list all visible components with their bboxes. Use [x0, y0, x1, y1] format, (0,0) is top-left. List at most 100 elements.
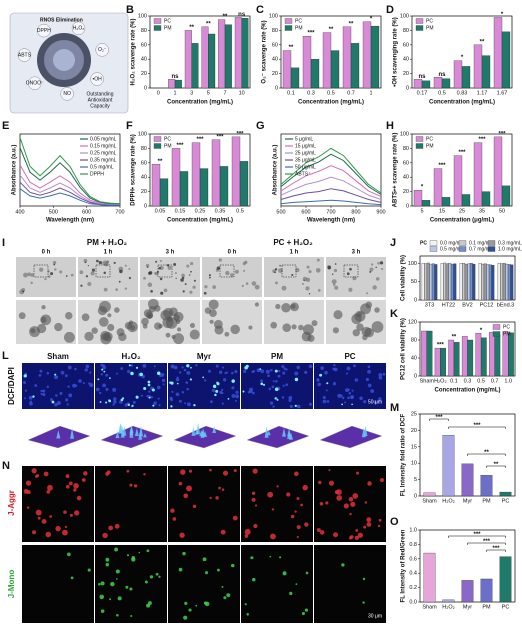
nucleus	[320, 366, 325, 370]
aggregate-signal	[26, 490, 31, 495]
aggregate-signal	[37, 516, 41, 520]
cell-debris	[193, 279, 196, 282]
nucleus	[175, 377, 180, 382]
nucleus	[326, 400, 330, 403]
aggregate-signal	[328, 480, 335, 486]
cell-debris	[148, 271, 153, 275]
y-tick-label: 100	[400, 131, 409, 137]
bar	[434, 347, 441, 377]
cell-debris	[166, 264, 170, 267]
monomer-signal	[147, 601, 152, 606]
x-tick-label: 0.7	[491, 378, 499, 384]
aggregate-signal	[270, 533, 276, 540]
dcf-signal	[148, 396, 151, 399]
cell-debris	[119, 269, 123, 274]
dcf-signal	[202, 376, 205, 379]
y-tick-label: 5	[414, 477, 417, 483]
dcf-signal	[326, 382, 329, 385]
scale-bar-label: 50 μm	[368, 399, 382, 405]
x-tick-label: 0.3	[307, 90, 315, 96]
bar	[467, 339, 474, 377]
monomer-signal	[295, 583, 298, 586]
x-tick-label: 1.67	[497, 90, 508, 96]
time-label: 3 h	[166, 250, 175, 256]
y-tick-label: 0.8	[409, 542, 417, 548]
aggregate-signal	[126, 469, 130, 473]
x-tick-label: 500	[276, 209, 285, 215]
cell-debris	[208, 274, 211, 277]
nucleus	[267, 374, 270, 378]
cell-debris	[334, 263, 337, 265]
cell	[306, 265, 310, 269]
line-series	[19, 188, 120, 206]
nucleus	[382, 372, 386, 376]
bar	[442, 435, 455, 497]
x-axis-label: Concentration (mg/mL)	[167, 100, 233, 106]
bracket	[486, 549, 506, 552]
panel-label: B	[126, 4, 134, 16]
nucleus	[100, 373, 103, 376]
nucleus	[55, 394, 58, 397]
cell	[107, 323, 115, 332]
surface-plot	[246, 425, 310, 449]
y-tick-label: 40	[411, 355, 417, 361]
bar	[450, 263, 454, 301]
nucleus	[156, 385, 161, 390]
line-series	[280, 153, 382, 195]
legend-label: PM	[295, 25, 303, 31]
nucleus	[184, 402, 187, 405]
cell	[361, 326, 372, 337]
x-tick-label: 0.5	[327, 90, 335, 96]
bar	[481, 191, 491, 207]
aggregate-signal	[276, 485, 279, 488]
x-tick-label: 7	[223, 90, 226, 96]
nucleus	[102, 383, 107, 388]
legend-label: PC	[295, 18, 302, 24]
species-label: ABTS	[18, 52, 32, 58]
cell	[245, 282, 249, 285]
surface-peak	[138, 425, 143, 437]
surface-peak	[287, 428, 292, 437]
monomer-signal	[269, 555, 272, 558]
nucleus	[105, 387, 109, 391]
nucleus	[296, 365, 300, 370]
nucleus	[116, 372, 119, 375]
significance: *	[421, 185, 424, 191]
y-tick-label: 80	[411, 337, 417, 343]
y-tick-label: 20	[141, 71, 147, 77]
x-tick-label: 0.1	[450, 378, 458, 384]
aggregate-signal	[215, 496, 219, 500]
y-tick-label: 80	[272, 28, 278, 34]
nucleus	[178, 399, 182, 403]
bar	[241, 18, 249, 89]
nucleus	[296, 404, 301, 409]
bar	[493, 136, 503, 207]
significance: ***	[483, 539, 491, 545]
nucleus	[98, 391, 102, 395]
time-label: 0 h	[42, 250, 51, 256]
nucleus	[124, 403, 128, 407]
nucleus	[322, 399, 327, 404]
cell	[124, 321, 132, 330]
cell-debris	[118, 280, 121, 283]
bar	[486, 264, 490, 301]
nucleus	[316, 378, 320, 382]
aggregate-signal	[63, 510, 67, 514]
nucleus	[324, 370, 328, 375]
bar	[481, 263, 485, 301]
cell	[173, 333, 185, 345]
aggregate-signal	[349, 535, 354, 539]
y-axis-label: PC12 cell viability (%)	[401, 318, 407, 380]
bracket	[486, 465, 506, 468]
legend-label: PM	[164, 143, 172, 149]
nucleus	[333, 363, 336, 367]
monomer-signal	[70, 576, 74, 580]
monomer-signal	[98, 583, 101, 586]
fluorescence-image	[95, 363, 167, 409]
x-tick-label: 3T3	[425, 302, 434, 308]
monomer-signal	[126, 554, 130, 557]
x-tick-label: 1	[173, 90, 176, 96]
nucleus	[281, 396, 285, 399]
panel-label: M	[390, 402, 399, 414]
cell	[254, 302, 260, 307]
